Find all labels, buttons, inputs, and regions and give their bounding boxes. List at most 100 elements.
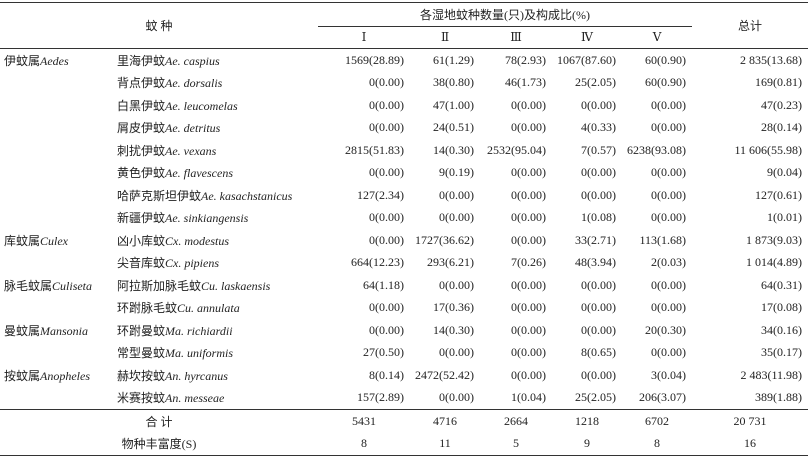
species-cell: 里海伊蚊Ae. caspius (113, 49, 318, 72)
count-cell: 64(1.18) (363, 277, 405, 292)
count-cell: 27(0.50) (363, 345, 405, 360)
count-cell: 0(0.00) (511, 232, 547, 247)
species-cell: 新疆伊蚊Ae. sinkiangensis (113, 207, 318, 230)
count-cell: 0(0.00) (511, 277, 547, 292)
genus-cell: 库蚊属Culex (0, 229, 113, 252)
genus-latin: Aedes (40, 53, 69, 68)
count-cell: 0(0.00) (651, 165, 687, 180)
species-cell: 屑皮伊蚊Ae. detritus (113, 117, 318, 140)
species-row: 脉毛蚊属Culiseta 阿拉斯加脉毛蚊Cu. laskaensis 64(1.18… (0, 274, 808, 297)
species-cn: 白黑伊蚊 (117, 98, 166, 113)
count-cell: 0(0.00) (651, 120, 687, 135)
footer-cell: 20 731 (692, 409, 808, 433)
count-cell: 17(0.08) (761, 300, 803, 315)
species-latin: Cx. pipiens (165, 256, 220, 271)
count-cell: 206(3.07) (639, 390, 687, 405)
species-row: 尖音库蚊Cx. pipiens 664(12.23) 293(6.21) 7(0.26… (0, 252, 808, 275)
genus-cell (0, 94, 113, 117)
species-cn: 环跗曼蚊 (117, 323, 166, 338)
species-cell: 常型曼蚊Ma. uniformis (113, 342, 318, 365)
count-cell: 0(0.00) (439, 187, 475, 202)
count-cell: 64(0.31) (761, 277, 803, 292)
count-cell: 46(1.73) (505, 75, 547, 90)
footer-label: 物种丰富度(S) (0, 432, 319, 456)
count-cell: 0(0.00) (511, 120, 547, 135)
count-cell: 1727(36.62) (415, 232, 475, 247)
count-cell: 0(0.00) (511, 322, 547, 337)
count-cell: 0(0.00) (369, 75, 405, 90)
site-header: Ⅱ (410, 26, 481, 49)
genus-cell (0, 342, 113, 365)
species-cn: 常型曼蚊 (117, 346, 166, 361)
species-cell: 白黑伊蚊Ae. leucomelas (113, 94, 318, 117)
site-header: Ⅴ (622, 26, 693, 49)
genus-cell (0, 184, 113, 207)
count-cell: 34(0.16) (761, 322, 803, 337)
count-cell: 14(0.30) (433, 322, 475, 337)
count-cell: 0(0.00) (369, 232, 405, 247)
count-cell: 0(0.00) (511, 187, 547, 202)
count-cell: 33(2.71) (575, 232, 617, 247)
count-cell: 0(0.00) (439, 390, 475, 405)
genus-cn: 曼蚊属 (4, 323, 41, 338)
count-cell: 48(3.94) (575, 255, 617, 270)
count-cell: 1067(87.60) (557, 52, 617, 67)
genus-cn: 库蚊属 (4, 233, 41, 248)
species-row: 米赛按蚊An. messeae 157(2.89) 0(0.00) 1(0.04) 25… (0, 387, 808, 410)
count-cell: 0(0.00) (581, 367, 617, 382)
species-row: 哈萨克斯坦伊蚊Ae. kasachstanicus 127(2.34) 0(0.00… (0, 184, 808, 207)
count-cell: 17(0.36) (433, 300, 475, 315)
species-latin: An. hyrcanus (165, 368, 228, 383)
count-cell: 1(0.08) (581, 210, 617, 225)
genus-cell (0, 162, 113, 185)
species-latin: Ae. detritus (165, 121, 221, 136)
species-header: 蚊 种 (0, 2, 319, 49)
species-cell: 凶小库蚊Cx. modestus (113, 229, 318, 252)
count-cell: 0(0.00) (369, 120, 405, 135)
count-cell: 78(2.93) (505, 52, 547, 67)
count-cell: 38(0.80) (433, 75, 475, 90)
count-cell: 1 873(9.03) (746, 232, 803, 247)
species-cn: 里海伊蚊 (117, 53, 166, 68)
genus-cell (0, 139, 113, 162)
genus-latin: Culex (40, 233, 69, 248)
species-cell: 尖音库蚊Cx. pipiens (113, 252, 318, 275)
count-cell: 0(0.00) (439, 345, 475, 360)
count-cell: 1(0.04) (511, 390, 547, 405)
species-cn: 赫坎按蚊 (117, 368, 166, 383)
species-cell: 赫坎按蚊An. hyrcanus (113, 364, 318, 387)
count-cell: 8(0.14) (369, 367, 405, 382)
species-row: 按蚊属Anopheles 赫坎按蚊An. hyrcanus 8(0.14) 2472(… (0, 364, 808, 387)
species-cn: 凶小库蚊 (117, 233, 166, 248)
species-latin: Ma. uniformis (165, 346, 234, 361)
footer-cell: 8 (622, 432, 693, 456)
genus-cell: 按蚊属Anopheles (0, 364, 113, 387)
count-cell: 0(0.00) (651, 210, 687, 225)
footer-label: 合 计 (0, 409, 319, 433)
species-cn: 尖音库蚊 (117, 256, 166, 271)
count-cell: 293(6.21) (427, 255, 475, 270)
count-cell: 2815(51.83) (345, 142, 405, 157)
footer-cell: 8 (318, 432, 411, 456)
species-row: 曼蚊属Mansonia 环跗曼蚊Ma. richiardii 0(0.00) 14(0… (0, 319, 808, 342)
genus-cell (0, 72, 113, 95)
count-cell: 60(0.90) (645, 52, 687, 67)
count-cell: 2472(52.42) (415, 367, 475, 382)
species-cn: 阿拉斯加脉毛蚊 (117, 278, 202, 293)
count-cell: 0(0.00) (651, 97, 687, 112)
count-cell: 0(0.00) (651, 345, 687, 360)
footer-cell: 6702 (622, 409, 693, 433)
species-cn: 屑皮伊蚊 (117, 121, 166, 136)
species-cell: 阿拉斯加脉毛蚊Cu. laskaensis (113, 274, 318, 297)
count-cell: 0(0.00) (581, 97, 617, 112)
count-cell: 2 483(11.98) (740, 367, 803, 382)
count-cell: 1(0.01) (767, 210, 803, 225)
species-cell: 刺扰伊蚊Ae. vexans (113, 139, 318, 162)
count-cell: 0(0.00) (581, 165, 617, 180)
genus-cell (0, 252, 113, 275)
species-row: 屑皮伊蚊Ae. detritus 0(0.00) 24(0.51) 0(0.00) 4(… (0, 117, 808, 140)
count-cell: 0(0.00) (369, 165, 405, 180)
footer-cell: 9 (552, 432, 623, 456)
